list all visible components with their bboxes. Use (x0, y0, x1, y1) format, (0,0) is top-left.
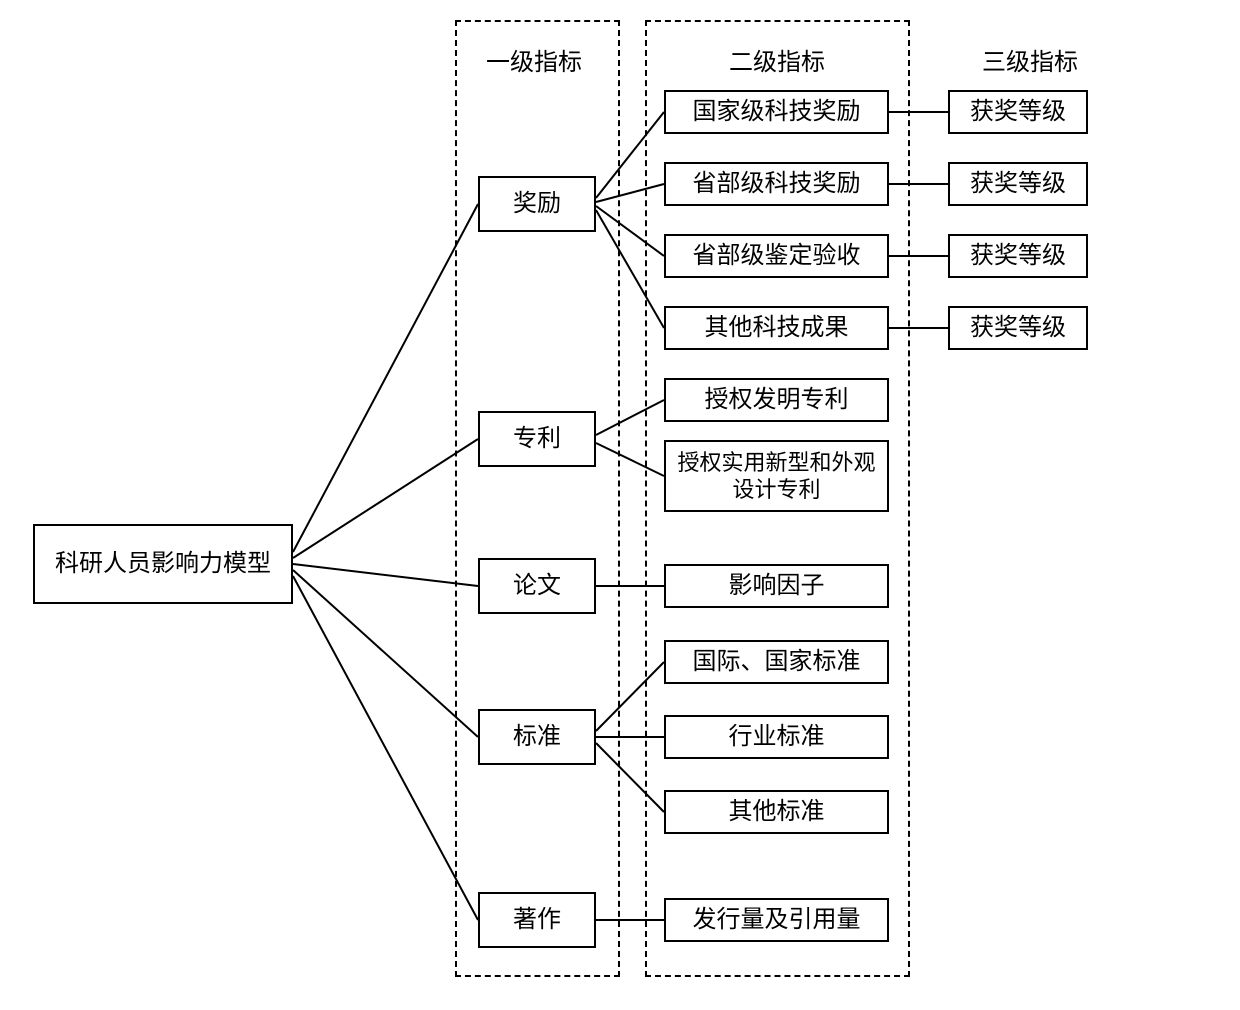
edges-layer (0, 0, 1240, 1010)
level2-other-tech: 其他科技成果 (664, 306, 889, 350)
level1-book: 著作 (478, 892, 596, 948)
level2-other-std: 其他标准 (664, 790, 889, 834)
level3-grade-4: 获奖等级 (948, 306, 1088, 350)
header-level1: 一级指标 (486, 42, 582, 77)
header-level2: 二级指标 (729, 42, 825, 77)
level1-paper: 论文 (478, 558, 596, 614)
level2-intl-national-std: 国际、国家标准 (664, 640, 889, 684)
level3-grade-2: 获奖等级 (948, 162, 1088, 206)
level3-grade-1: 获奖等级 (948, 90, 1088, 134)
level2-circulation: 发行量及引用量 (664, 898, 889, 942)
diagram-canvas: 一级指标 二级指标 三级指标 科研人员影响力模型 奖励 专利 论文 标准 著作 … (0, 0, 1240, 1010)
header-level3: 三级指标 (982, 42, 1078, 77)
level2-industry-std: 行业标准 (664, 715, 889, 759)
level2-provincial-award: 省部级科技奖励 (664, 162, 889, 206)
level2-provincial-acceptance: 省部级鉴定验收 (664, 234, 889, 278)
level1-award: 奖励 (478, 176, 596, 232)
level1-column-box (455, 20, 620, 977)
root-node: 科研人员影响力模型 (33, 524, 293, 604)
level3-grade-3: 获奖等级 (948, 234, 1088, 278)
level2-national-award: 国家级科技奖励 (664, 90, 889, 134)
level1-standard: 标准 (478, 709, 596, 765)
level2-impact-factor: 影响因子 (664, 564, 889, 608)
level2-invention-patent: 授权发明专利 (664, 378, 889, 422)
level2-utility-patent: 授权实用新型和外观设计专利 (664, 440, 889, 512)
level1-patent: 专利 (478, 411, 596, 467)
